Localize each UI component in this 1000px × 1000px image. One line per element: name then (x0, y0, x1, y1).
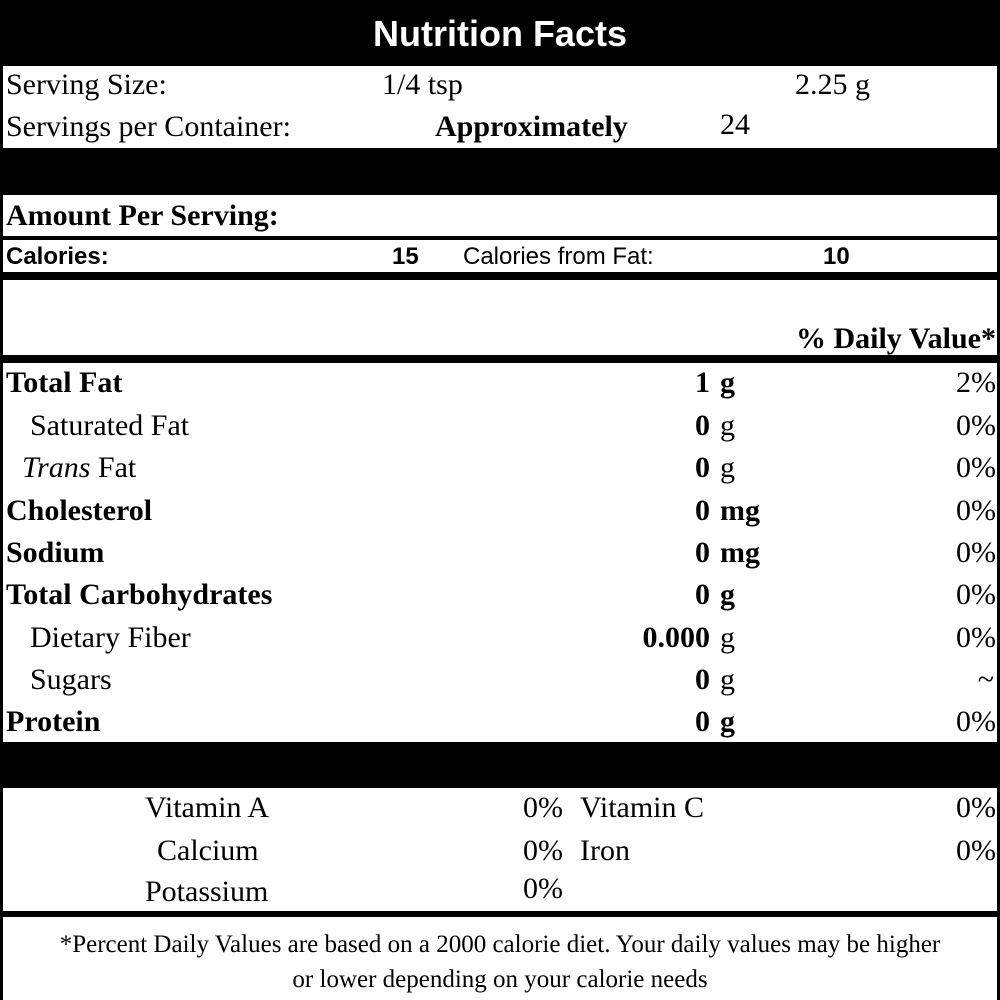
calories-from-fat-label: Calories from Fat: (463, 243, 654, 270)
nutrient-unit-sodium: mg (720, 536, 760, 569)
nutrient-unit-dietary-fiber: g (720, 621, 735, 654)
thick-divider-1 (0, 148, 1000, 195)
trans-fat-suffix: Fat (97, 451, 137, 484)
amount-per-serving: Amount Per Serving: (6, 199, 279, 232)
calories-value: 15 (392, 243, 419, 270)
nutrient-dv-sugars: ~ (977, 663, 994, 696)
serving-size-label: Serving Size: (6, 68, 167, 101)
nutrient-name-sodium: Sodium (6, 536, 105, 569)
nutrient-dv-cholesterol: 0% (956, 494, 996, 527)
nutrient-name-sugars: Sugars (30, 663, 112, 696)
footnote-line-2: or lower depending on your calorie needs (292, 966, 708, 993)
vitamin-dv-a: 0% (523, 791, 563, 824)
daily-value-header: % Daily Value* (795, 322, 996, 355)
footnote-line-1: *Percent Daily Values are based on a 200… (59, 931, 941, 958)
nutrient-name-total-fat: Total Fat (6, 366, 123, 399)
nutrient-amount-saturated-fat: 0 (695, 409, 710, 442)
mineral-dv-calcium: 0% (523, 834, 563, 867)
trans-italic: Trans (22, 451, 91, 484)
mineral-dv-potassium: 0% (523, 872, 563, 905)
mineral-name-calcium: Calcium (157, 834, 259, 867)
nutrient-unit-total-carbohydrates: g (720, 578, 735, 611)
nutrient-name-saturated-fat: Saturated Fat (30, 409, 190, 442)
vitamin-name-c: Vitamin C (580, 791, 705, 824)
nutrient-unit-trans-fat: g (720, 451, 735, 484)
nutrient-unit-protein: g (720, 705, 735, 738)
calories-from-fat-value: 10 (823, 243, 850, 270)
nutrient-dv-dietary-fiber: 0% (956, 621, 996, 654)
nutrient-dv-sodium: 0% (956, 536, 996, 569)
nutrient-amount-sugars: 0 (695, 663, 710, 696)
nutrient-name-cholesterol: Cholesterol (6, 494, 153, 527)
servings-per-container-value: 24 (720, 108, 750, 141)
right-border (997, 66, 1000, 1000)
nutrient-amount-dietary-fiber: 0.000 (642, 621, 711, 654)
mineral-dv-iron: 0% (956, 834, 996, 867)
nutrient-amount-trans-fat: 0 (695, 451, 710, 484)
nutrient-name-trans-fat: Trans Fat (22, 451, 136, 485)
nutrient-amount-protein: 0 (695, 705, 710, 738)
nutrient-amount-cholesterol: 0 (695, 494, 710, 527)
vitamin-name-a: Vitamin A (145, 791, 270, 824)
servings-per-container-label: Servings per Container: (6, 110, 291, 143)
nutrient-unit-cholesterol: mg (720, 494, 760, 527)
nutrient-name-dietary-fiber: Dietary Fiber (30, 621, 191, 654)
nutrient-dv-saturated-fat: 0% (956, 409, 996, 442)
thick-divider-2 (0, 742, 1000, 788)
nutrient-name-total-carbohydrates: Total Carbohydrates (6, 578, 273, 611)
nutrient-dv-total-fat: 2% (956, 366, 996, 399)
divider-dv-header (0, 355, 1000, 363)
divider-amount (0, 236, 1000, 240)
title-band (0, 0, 1000, 66)
nutrient-unit-saturated-fat: g (720, 409, 735, 442)
left-border (0, 66, 3, 1000)
divider-calories (0, 272, 1000, 280)
nutrient-amount-total-carbohydrates: 0 (695, 578, 710, 611)
nutrient-unit-sugars: g (720, 663, 735, 696)
label-title: Nutrition Facts (372, 13, 627, 54)
vitamin-dv-c: 0% (956, 791, 996, 824)
nutrient-dv-total-carbohydrates: 0% (956, 578, 996, 611)
divider-footnote (0, 911, 1000, 917)
mineral-name-potassium: Potassium (145, 875, 269, 908)
nutrient-amount-total-fat: 1 (695, 366, 710, 399)
serving-size-value: 1/4 tsp (382, 68, 463, 101)
nutrient-amount-sodium: 0 (695, 536, 710, 569)
nutrient-dv-trans-fat: 0% (956, 451, 996, 484)
approximately-label: Approximately (435, 110, 628, 143)
nutrient-unit-total-fat: g (720, 366, 735, 399)
serving-size-grams: 2.25 g (795, 68, 870, 101)
calories-label: Calories: (6, 243, 109, 270)
nutrient-name-protein: Protein (6, 705, 101, 738)
nutrient-dv-protein: 0% (956, 705, 996, 738)
mineral-name-iron: Iron (580, 834, 630, 867)
